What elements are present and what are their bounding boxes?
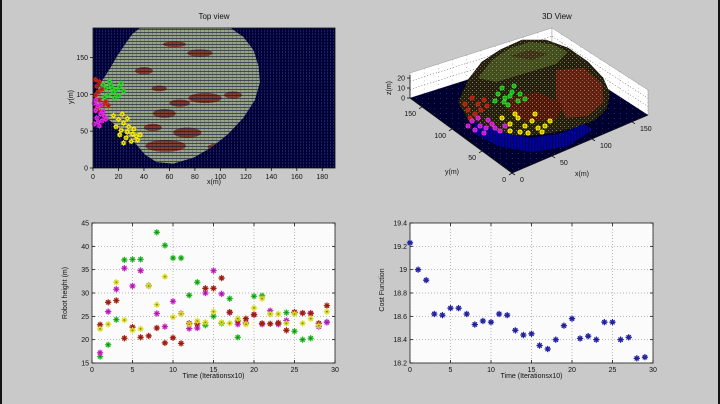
svg-text:20: 20 — [115, 174, 123, 181]
svg-text:50: 50 — [468, 155, 476, 162]
svg-text:45: 45 — [81, 221, 89, 228]
svg-text:18.6: 18.6 — [393, 314, 407, 321]
svg-text:10: 10 — [487, 367, 495, 374]
svg-text:0: 0 — [502, 177, 506, 184]
svg-text:10: 10 — [169, 367, 177, 374]
svg-text:100: 100 — [600, 143, 612, 150]
svg-text:30: 30 — [81, 291, 89, 298]
svg-text:19: 19 — [399, 267, 407, 274]
svg-text:0: 0 — [401, 96, 405, 103]
top-view-canvas: 0 20 40 60 80 100 120 140 160 180 0 50 100 150 — [76, 27, 336, 181]
cost-function-ylabel: Cost Function — [379, 268, 386, 312]
svg-text:20: 20 — [397, 76, 405, 83]
3d-view-canvas: 0 10 20 0 50 100 150 0 50 100 150 — [397, 27, 652, 185]
svg-text:30: 30 — [331, 367, 339, 374]
svg-text:20: 20 — [568, 367, 576, 374]
svg-text:150: 150 — [76, 55, 88, 62]
axes — [407, 75, 649, 176]
data-points — [96, 229, 331, 360]
svg-text:140: 140 — [265, 174, 277, 181]
svg-text:50: 50 — [80, 129, 88, 136]
data-points — [462, 83, 553, 136]
robot-height-ylabel: Robot height (m) — [62, 266, 69, 320]
svg-text:120: 120 — [240, 174, 252, 181]
svg-text:5: 5 — [449, 367, 453, 374]
3d-view-title: 3D View — [542, 12, 572, 21]
tick-labels: 0 20 40 60 80 100 120 140 160 180 0 50 100 150 — [76, 55, 328, 181]
tick-labels: 0 5 10 15 20 25 30 18.2 18.4 18.6 18.8 19 19.2 19.4 — [393, 221, 657, 375]
svg-text:180: 180 — [316, 174, 328, 181]
svg-text:5: 5 — [131, 367, 135, 374]
svg-text:160: 160 — [291, 174, 303, 181]
cost-function-xlabel: Time (Iterationsx10) — [500, 373, 563, 380]
svg-text:0: 0 — [520, 177, 524, 184]
svg-text:60: 60 — [166, 174, 174, 181]
top-view-xlabel: x(m) — [207, 179, 221, 186]
robot-height-xlabel: Time (Iterationsx10) — [182, 373, 245, 380]
svg-text:0: 0 — [408, 367, 412, 374]
svg-text:10: 10 — [397, 86, 405, 93]
data-points — [406, 239, 649, 362]
svg-text:15: 15 — [528, 367, 536, 374]
svg-text:50: 50 — [560, 160, 568, 167]
window-right-edge — [718, 0, 720, 404]
svg-text:40: 40 — [81, 244, 89, 251]
svg-text:15: 15 — [81, 361, 89, 368]
window-left-edge — [0, 0, 2, 404]
svg-text:25: 25 — [609, 367, 617, 374]
svg-text:25: 25 — [291, 367, 299, 374]
tick-labels: 0 10 20 0 50 100 150 0 50 100 150 — [397, 76, 652, 185]
svg-text:100: 100 — [215, 174, 227, 181]
svg-text:18.4: 18.4 — [393, 337, 407, 344]
svg-text:18.8: 18.8 — [393, 291, 407, 298]
svg-text:40: 40 — [140, 174, 148, 181]
svg-text:20: 20 — [250, 367, 258, 374]
ticks — [90, 57, 323, 171]
svg-text:25: 25 — [81, 314, 89, 321]
svg-text:15: 15 — [210, 367, 218, 374]
svg-text:150: 150 — [404, 111, 416, 118]
3d-view-zlabel: z(m) — [386, 81, 393, 95]
svg-text:150: 150 — [640, 126, 652, 133]
robot-height-canvas: 0 5 10 15 20 25 30 15 20 25 30 35 40 45 — [81, 221, 339, 375]
data-points — [91, 76, 143, 146]
3d-view-ylabel: y(m) — [445, 169, 459, 176]
svg-text:0: 0 — [91, 174, 95, 181]
tick-labels: 0 5 10 15 20 25 30 15 20 25 30 35 40 45 — [81, 221, 339, 375]
svg-text:80: 80 — [191, 174, 199, 181]
svg-text:18.2: 18.2 — [393, 361, 407, 368]
svg-text:0: 0 — [90, 367, 94, 374]
svg-text:0: 0 — [84, 166, 88, 173]
svg-text:19.2: 19.2 — [393, 244, 407, 251]
svg-text:100: 100 — [434, 133, 446, 140]
top-view-ylabel: y(m) — [68, 90, 75, 104]
svg-text:20: 20 — [81, 337, 89, 344]
svg-text:100: 100 — [76, 92, 88, 99]
3d-view-xlabel: x(m) — [575, 171, 589, 178]
cost-function-canvas: 0 5 10 15 20 25 30 18.2 18.4 18.6 18.8 19 19.2 19.4 — [393, 221, 657, 375]
svg-text:35: 35 — [81, 267, 89, 274]
svg-text:30: 30 — [649, 367, 657, 374]
top-view-title: Top view — [198, 12, 230, 21]
svg-text:19.4: 19.4 — [393, 221, 407, 228]
